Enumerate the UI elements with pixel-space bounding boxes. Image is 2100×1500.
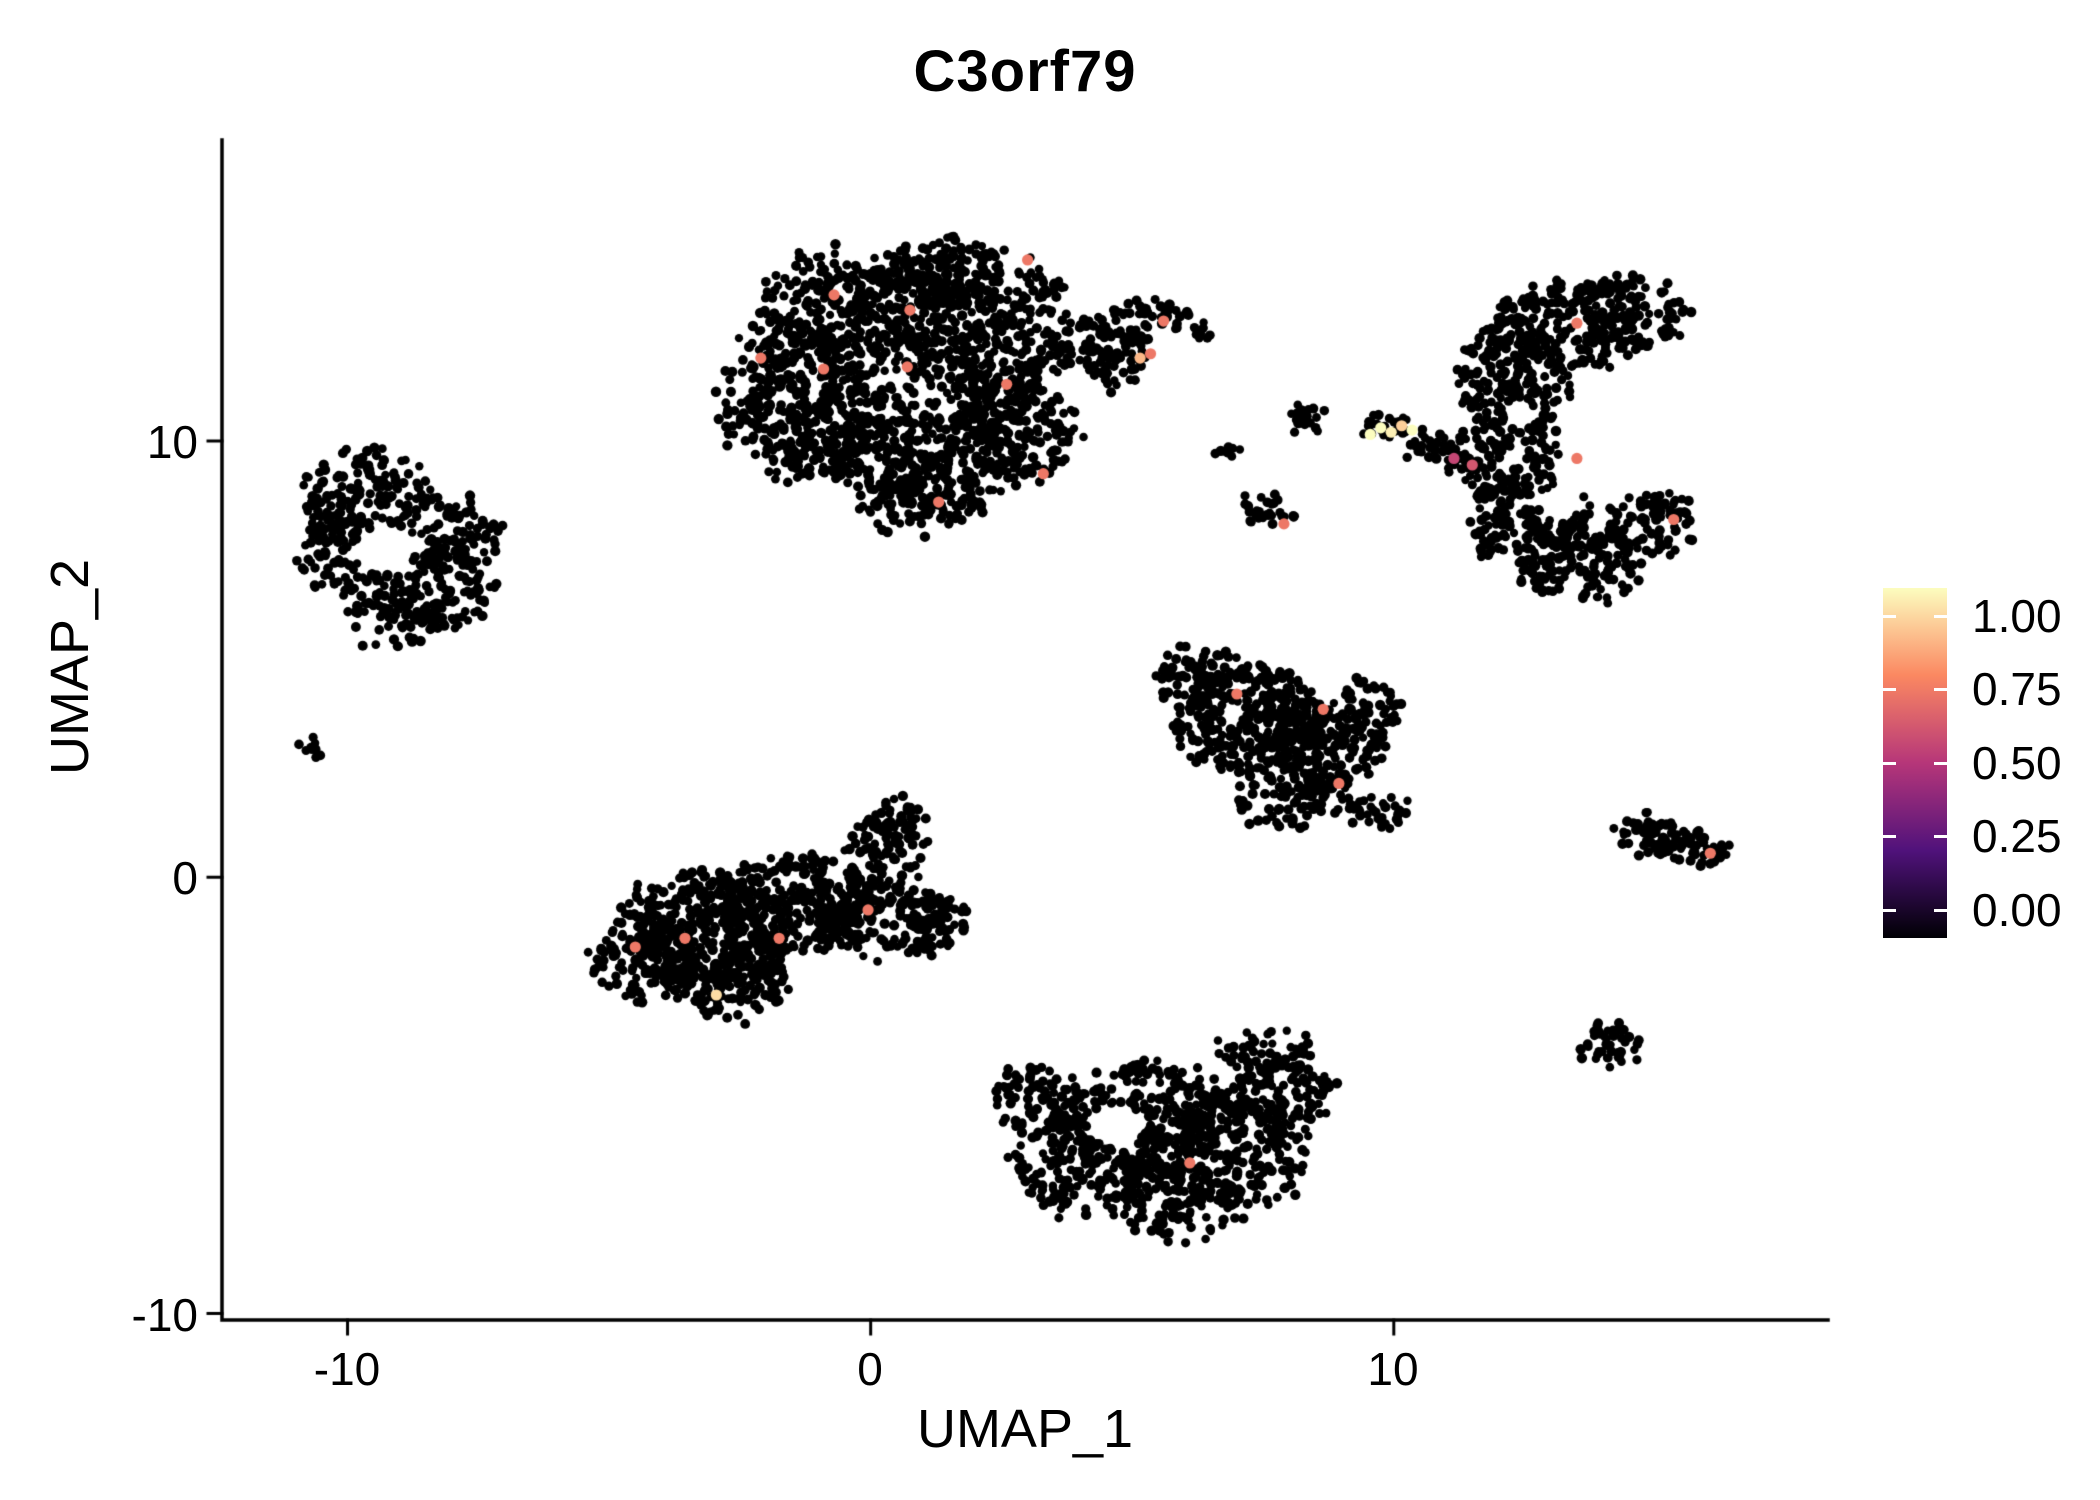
legend-tick-label: 0.50 [1972, 737, 2062, 789]
legend-tick-label: 0.25 [1972, 810, 2062, 862]
y-tick-label: -10 [131, 1289, 198, 1341]
expression-colorbar-legend: 1.00 0.75 0.50 0.25 0.00 [1860, 560, 2100, 980]
legend-tick-label: 0.75 [1972, 663, 2062, 715]
x-axis-label: UMAP_1 [916, 1399, 1134, 1459]
legend-tick-mark [1934, 908, 1947, 912]
legend-tick-mark [1883, 614, 1896, 618]
legend-tick-label: 0.00 [1972, 884, 2062, 936]
x-tick-label: -10 [313, 1343, 381, 1395]
legend-tick-mark [1883, 835, 1896, 838]
legend-tick-mark [1883, 908, 1896, 912]
y-tick-label: 0 [172, 852, 198, 904]
legend-tick-label: 1.00 [1972, 590, 2062, 642]
legend-colorbar-gradient [1883, 588, 1947, 938]
x-tick-label: 0 [857, 1343, 883, 1395]
legend-tick-mark [1934, 614, 1947, 618]
legend-tick-mark [1883, 761, 1896, 765]
y-tick-label: 10 [146, 416, 198, 468]
y-axis-label: UMAP_2 [40, 558, 100, 776]
x-tick-label: 10 [1367, 1343, 1419, 1395]
legend-tick-mark [1934, 688, 1947, 691]
legend-tick-mark [1934, 835, 1947, 838]
legend-tick-mark [1883, 688, 1896, 691]
legend-tick-mark [1934, 761, 1947, 765]
plot-title: C3orf79 [913, 39, 1137, 104]
